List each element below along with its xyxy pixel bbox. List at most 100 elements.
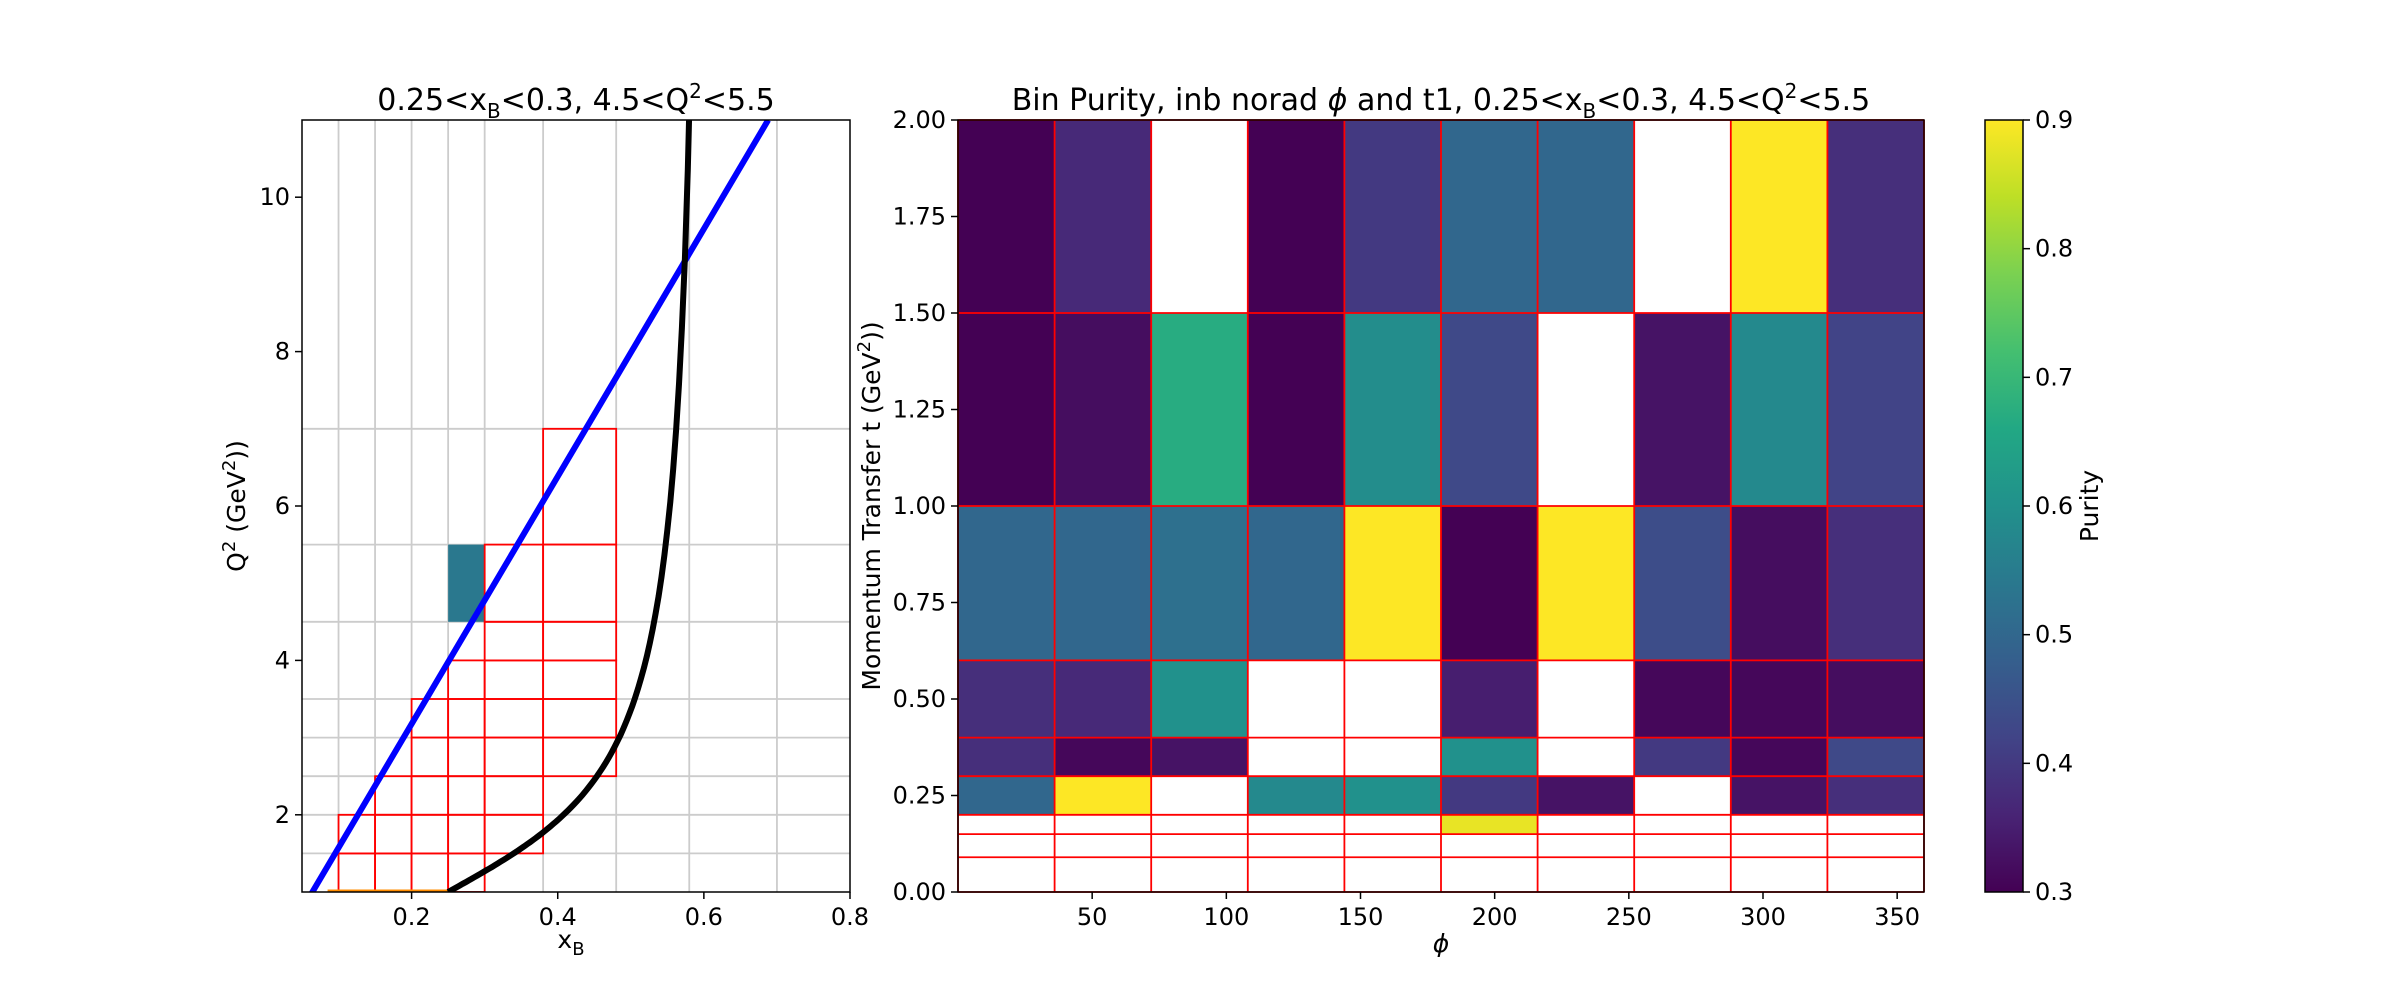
- heatmap-y-tick-label: 0.00: [893, 878, 946, 906]
- purity-cell: [958, 120, 1055, 313]
- purity-cell: [1537, 120, 1635, 313]
- colorbar-tick-label: 0.3: [2035, 878, 2073, 906]
- black-kinematic-limit-curve: [446, 120, 693, 892]
- purity-cell: [1151, 660, 1248, 738]
- purity-cell: [1441, 120, 1538, 313]
- purity-heatmap-panel: 50 100 150 200 250 300 350 0.00 0.25 0.50 0.75 1.0…: [854, 79, 1925, 958]
- y-axis-ticks: 2 4 6 8 10: [259, 183, 302, 829]
- purity-cell: [1827, 313, 1924, 506]
- heatmap-y-tick-label: 0.75: [893, 589, 946, 617]
- y-tick-label: 10: [259, 183, 290, 211]
- heatmap-y-tick-label: 0.25: [893, 782, 946, 810]
- purity-cell: [1730, 120, 1828, 313]
- colorbar-tick-label: 0.7: [2035, 363, 2073, 391]
- colorbar-tick-label: 0.4: [2035, 749, 2073, 777]
- y-tick-label: 2: [275, 801, 290, 829]
- purity-cell: [1247, 313, 1345, 506]
- heatmap-y-axis-ticks: 0.00 0.25 0.50 0.75 1.00 1.25 1.50 1.75 2.00: [893, 106, 958, 906]
- x-tick-label: 0.6: [685, 903, 723, 931]
- heatmap-x-tick-label: 150: [1338, 903, 1384, 931]
- purity-cell: [958, 660, 1055, 738]
- purity-cell: [1827, 506, 1924, 661]
- purity-cell: [1344, 120, 1441, 313]
- purity-cell: [1054, 120, 1152, 313]
- colorbar-label: Purity: [2075, 470, 2104, 543]
- purity-cell: [1441, 776, 1538, 815]
- purity-cell: [1151, 506, 1248, 661]
- purity-cell: [958, 776, 1055, 815]
- heatmap-x-tick-label: 50: [1077, 903, 1108, 931]
- kinematic-x-axis-label: xB: [557, 925, 584, 960]
- heatmap-y-tick-label: 0.50: [893, 685, 946, 713]
- blue-kinematic-limit-line: [308, 120, 771, 892]
- purity-cell: [1730, 506, 1828, 661]
- purity-cell: [1730, 776, 1828, 815]
- heatmap-x-tick-label: 200: [1472, 903, 1518, 931]
- heatmap-y-axis-label: Momentum Transfer t (GeV2)): [854, 321, 886, 690]
- heatmap-y-tick-label: 2.00: [893, 106, 946, 134]
- heatmap-x-tick-label: 250: [1606, 903, 1652, 931]
- purity-cell: [958, 313, 1055, 506]
- y-tick-label: 4: [275, 646, 290, 674]
- heatmap-y-tick-label: 1.75: [893, 203, 946, 231]
- purity-cell: [1247, 776, 1345, 815]
- purity-cell: [1247, 506, 1345, 661]
- purity-cell: [1634, 506, 1731, 661]
- heatmap-x-tick-label: 100: [1203, 903, 1249, 931]
- purity-cell: [1054, 660, 1152, 738]
- colorbar-ticks: 0.3 0.4 0.5 0.6 0.7 0.8 0.9: [2023, 106, 2073, 906]
- heatmap-cells: [958, 120, 1924, 835]
- y-tick-label: 6: [275, 492, 290, 520]
- purity-cell: [1054, 737, 1152, 777]
- x-tick-label: 0.4: [539, 903, 577, 931]
- kinematic-limit-curves: [308, 120, 771, 892]
- purity-cell: [1634, 313, 1731, 506]
- colorbar-gradient: [1984, 119, 2024, 893]
- colorbar-tick-label: 0.8: [2035, 235, 2073, 263]
- kinematic-y-axis-label: Q2 (GeV2)): [219, 440, 251, 572]
- purity-cell: [1054, 313, 1152, 506]
- y-tick-label: 8: [275, 338, 290, 366]
- purity-cell: [1344, 776, 1441, 815]
- red-binning-grid: [337, 427, 618, 892]
- kinematic-panel: 0.2 0.4 0.6 0.8 2 4 6 8 10 0.25<xB<0.3, 4.5<Q2<…: [219, 79, 869, 960]
- red-bin-cell: [542, 427, 618, 546]
- purity-cell: [1054, 776, 1152, 815]
- purity-cell: [958, 506, 1055, 661]
- purity-cell: [1441, 313, 1538, 506]
- heatmap-x-tick-label: 350: [1874, 903, 1920, 931]
- purity-cell: [1634, 660, 1731, 738]
- heatmap-x-tick-label: 300: [1740, 903, 1786, 931]
- heatmap-y-tick-label: 1.25: [893, 396, 946, 424]
- purity-cell: [1730, 737, 1828, 777]
- purity-cell: [958, 737, 1055, 777]
- purity-cell: [1827, 660, 1924, 738]
- purity-cell: [1730, 313, 1828, 506]
- x-tick-label: 0.2: [393, 903, 431, 931]
- purity-cell: [1151, 313, 1248, 506]
- heatmap-x-axis-label: ϕ: [1433, 929, 1450, 958]
- purity-cell: [1634, 737, 1731, 777]
- x-axis-ticks: 0.2 0.4 0.6 0.8: [393, 892, 869, 931]
- heatmap-chart-title: Bin Purity, inb norad ϕ and t1, 0.25<xB<…: [1012, 79, 1871, 123]
- purity-cell: [1827, 120, 1924, 313]
- purity-cell: [1441, 660, 1538, 738]
- kinematic-chart-title: 0.25<xB<0.3, 4.5<Q2<5.5: [377, 79, 774, 123]
- purity-cell: [1247, 120, 1345, 313]
- purity-cell: [1730, 660, 1828, 738]
- purity-cell: [1151, 737, 1248, 777]
- colorbar-tick-label: 0.9: [2035, 106, 2073, 134]
- purity-cell: [1537, 506, 1635, 661]
- purity-colorbar: 0.3 0.4 0.5 0.6 0.7 0.8 0.9 Purity: [1984, 106, 2104, 906]
- heatmap-x-axis-ticks: 50 100 150 200 250 300 350: [1077, 892, 1920, 931]
- purity-cell: [1441, 737, 1538, 777]
- colorbar-tick-label: 0.6: [2035, 492, 2073, 520]
- purity-cell: [1344, 506, 1441, 661]
- x-tick-label: 0.8: [831, 903, 869, 931]
- purity-cell: [1441, 506, 1538, 661]
- heatmap-y-tick-label: 1.00: [893, 492, 946, 520]
- heatmap-y-tick-label: 1.50: [893, 299, 946, 327]
- purity-cell: [1827, 737, 1924, 777]
- purity-cell: [1827, 776, 1924, 815]
- purity-cell: [1537, 776, 1635, 815]
